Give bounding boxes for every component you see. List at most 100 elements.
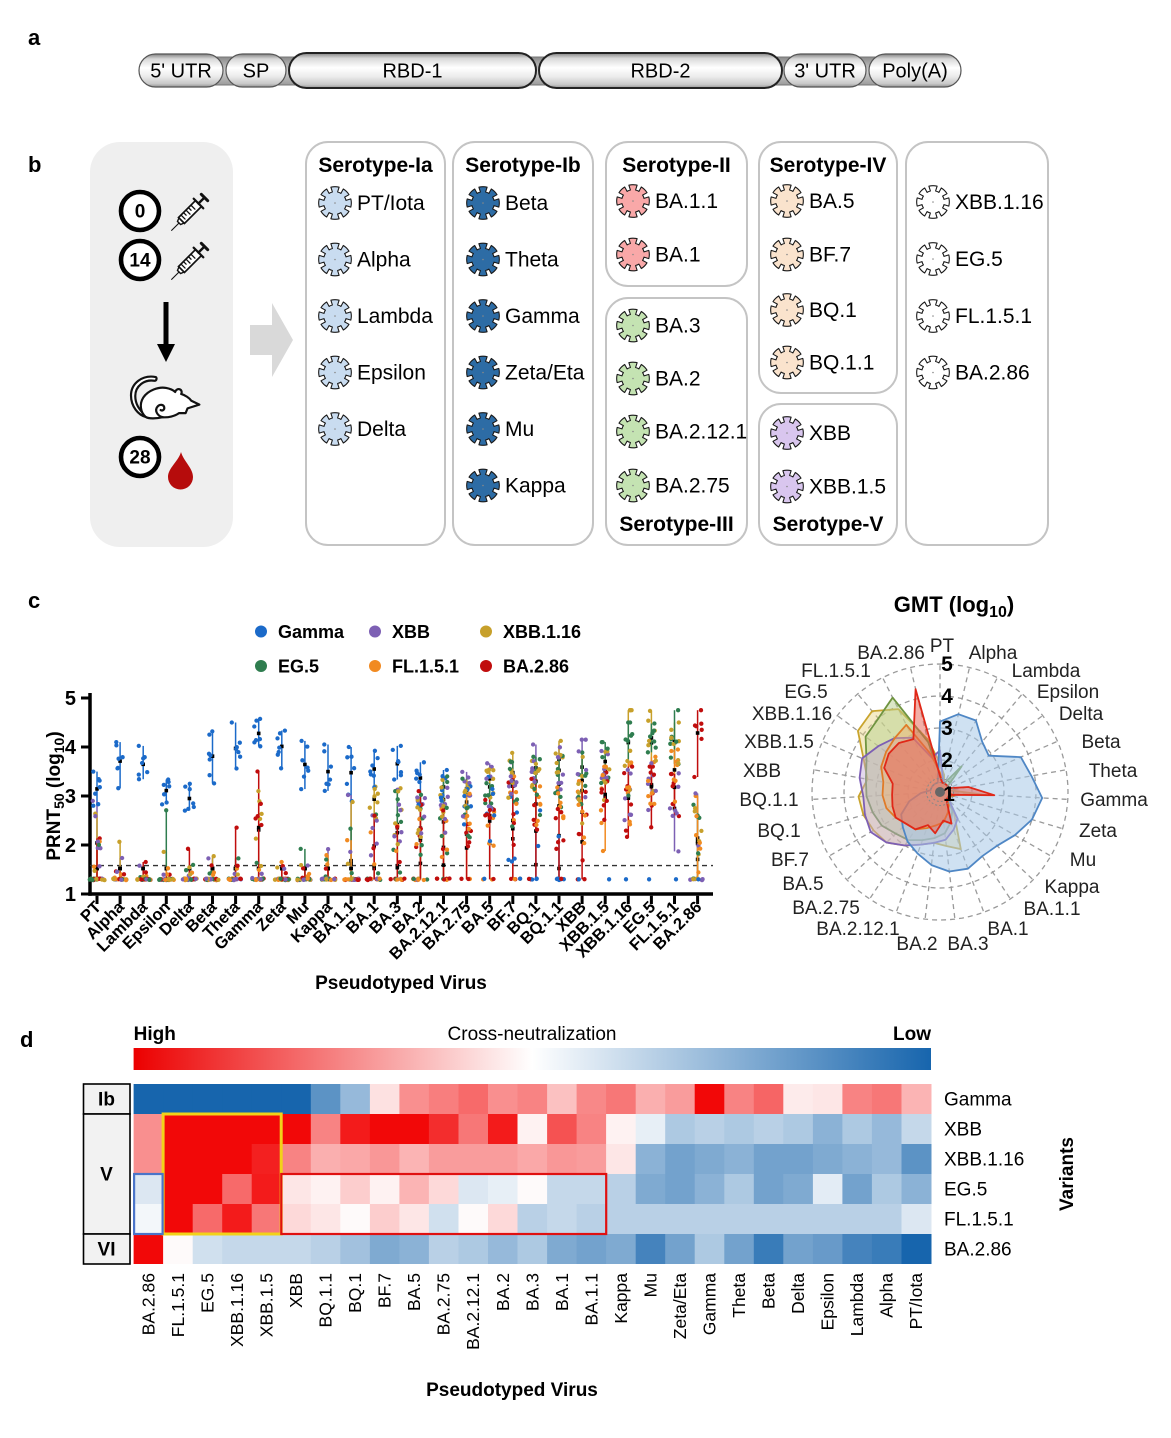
svg-text:Epsilon: Epsilon	[818, 1273, 838, 1330]
svg-text:Serotype-III: Serotype-III	[619, 513, 733, 536]
svg-text:BA.2: BA.2	[655, 368, 701, 391]
svg-text:Zeta/Eta: Zeta/Eta	[505, 362, 585, 385]
svg-text:Beta: Beta	[505, 192, 549, 215]
svg-text:BA.1: BA.1	[987, 919, 1028, 940]
svg-text:BA.5: BA.5	[809, 190, 855, 213]
svg-text:Lambda: Lambda	[847, 1273, 867, 1337]
svg-text:BA.2.86: BA.2.86	[955, 362, 1030, 385]
svg-text:XBB: XBB	[743, 761, 781, 782]
svg-text:Serotype-Ib: Serotype-Ib	[465, 154, 581, 177]
svg-text:Lambda: Lambda	[1012, 661, 1081, 682]
svg-text:5: 5	[941, 653, 953, 676]
svg-text:BA.2.75: BA.2.75	[655, 475, 730, 498]
svg-text:Zeta/Eta: Zeta/Eta	[670, 1273, 690, 1339]
svg-text:BF.7: BF.7	[375, 1273, 395, 1308]
svg-text:Epsilon: Epsilon	[357, 362, 426, 385]
svg-text:BA.2.12.1: BA.2.12.1	[463, 1273, 483, 1350]
svg-text:BA.2: BA.2	[493, 1273, 513, 1311]
svg-text:Zeta: Zeta	[1079, 821, 1117, 842]
svg-text:Theta: Theta	[505, 249, 559, 272]
svg-text:2: 2	[941, 749, 953, 772]
svg-text:3: 3	[941, 717, 953, 740]
svg-text:PT/Iota: PT/Iota	[906, 1273, 926, 1330]
svg-text:FL.1.5.1: FL.1.5.1	[392, 657, 459, 677]
svg-text:2: 2	[65, 835, 76, 857]
svg-text:BQ.1.1: BQ.1.1	[316, 1273, 336, 1327]
svg-text:Mu: Mu	[1070, 850, 1096, 871]
svg-text:BA.3: BA.3	[655, 315, 701, 338]
svg-text:1: 1	[65, 884, 76, 906]
svg-text:5' UTR: 5' UTR	[150, 61, 212, 83]
svg-text:XBB.1.5: XBB.1.5	[257, 1273, 277, 1337]
svg-text:BA.1.1: BA.1.1	[1023, 899, 1080, 920]
svg-text:PT: PT	[930, 636, 955, 657]
svg-text:Beta: Beta	[759, 1273, 779, 1309]
svg-text:XBB: XBB	[809, 422, 851, 445]
svg-text:BA.1: BA.1	[655, 244, 701, 267]
svg-text:Pseudotyped Virus: Pseudotyped Virus	[315, 973, 487, 994]
svg-text:BA.2.86: BA.2.86	[138, 1273, 158, 1335]
svg-text:BQ.1: BQ.1	[757, 821, 800, 842]
svg-text:EG.5: EG.5	[944, 1180, 987, 1201]
svg-text:VI: VI	[98, 1240, 116, 1261]
svg-text:EG.5: EG.5	[784, 682, 827, 703]
svg-text:Cross-neutralization: Cross-neutralization	[448, 1024, 617, 1045]
svg-text:Delta: Delta	[788, 1273, 808, 1314]
svg-text:3' UTR: 3' UTR	[794, 61, 856, 83]
svg-text:BQ.1: BQ.1	[809, 299, 857, 322]
svg-text:BA.2.86: BA.2.86	[944, 1240, 1012, 1261]
svg-text:Beta: Beta	[1081, 732, 1121, 753]
svg-text:BF.7: BF.7	[809, 244, 851, 267]
svg-text:XBB.1.16: XBB.1.16	[944, 1150, 1024, 1171]
svg-text:d: d	[20, 1027, 33, 1052]
svg-text:Gamma: Gamma	[505, 305, 580, 328]
svg-text:EG.5: EG.5	[955, 248, 1003, 271]
svg-text:0: 0	[135, 202, 146, 223]
svg-text:28: 28	[129, 448, 150, 469]
svg-text:Gamma: Gamma	[1080, 790, 1148, 811]
svg-text:BQ.1: BQ.1	[345, 1273, 365, 1313]
svg-text:4: 4	[941, 685, 953, 708]
svg-text:Alpha: Alpha	[877, 1273, 897, 1318]
svg-text:Gamma: Gamma	[700, 1273, 720, 1336]
svg-text:Serotype-IV: Serotype-IV	[770, 154, 887, 177]
svg-text:RBD-1: RBD-1	[382, 61, 442, 83]
svg-text:14: 14	[129, 251, 151, 272]
svg-text:Alpha: Alpha	[969, 643, 1018, 664]
svg-text:BA.2.75: BA.2.75	[792, 898, 860, 919]
svg-text:Gamma: Gamma	[944, 1090, 1012, 1111]
svg-text:BA.1: BA.1	[552, 1273, 572, 1311]
svg-text:High: High	[134, 1024, 176, 1045]
svg-text:BA.2.86: BA.2.86	[857, 643, 925, 664]
svg-text:Poly(A): Poly(A)	[882, 61, 948, 83]
svg-text:BQ.1.1: BQ.1.1	[739, 790, 798, 811]
svg-text:BF.7: BF.7	[771, 850, 809, 871]
svg-text:Kappa: Kappa	[1045, 877, 1100, 898]
svg-text:BA.1.1: BA.1.1	[581, 1273, 601, 1326]
svg-text:Pseudotyped Virus: Pseudotyped Virus	[426, 1380, 598, 1401]
svg-text:Low: Low	[893, 1024, 931, 1045]
svg-text:BA.3: BA.3	[947, 934, 988, 955]
svg-text:Alpha: Alpha	[357, 249, 411, 272]
svg-text:BA.1.1: BA.1.1	[655, 190, 718, 213]
svg-text:PT/Iota: PT/Iota	[357, 192, 425, 215]
svg-text:XBB.1.16: XBB.1.16	[227, 1273, 247, 1347]
svg-text:BQ.1.1: BQ.1.1	[809, 352, 874, 375]
svg-text:Delta: Delta	[1059, 704, 1104, 725]
svg-text:Lambda: Lambda	[357, 305, 433, 328]
svg-text:XBB.1.5: XBB.1.5	[744, 732, 814, 753]
svg-text:Mu: Mu	[505, 418, 534, 441]
svg-text:Kappa: Kappa	[505, 475, 566, 498]
svg-text:Mu: Mu	[640, 1273, 660, 1297]
svg-text:RBD-2: RBD-2	[630, 61, 690, 83]
svg-text:Ib: Ib	[98, 1090, 115, 1111]
svg-text:Kappa: Kappa	[611, 1273, 631, 1324]
svg-text:XBB.1.5: XBB.1.5	[809, 476, 886, 499]
svg-text:XBB.1.16: XBB.1.16	[752, 704, 832, 725]
svg-text:BA.5: BA.5	[782, 874, 823, 895]
svg-text:Variants: Variants	[1057, 1137, 1078, 1211]
svg-text:XBB.1.16: XBB.1.16	[955, 191, 1044, 214]
svg-text:BA.2.86: BA.2.86	[503, 657, 569, 677]
svg-text:c: c	[28, 588, 40, 613]
svg-text:4: 4	[65, 737, 77, 759]
